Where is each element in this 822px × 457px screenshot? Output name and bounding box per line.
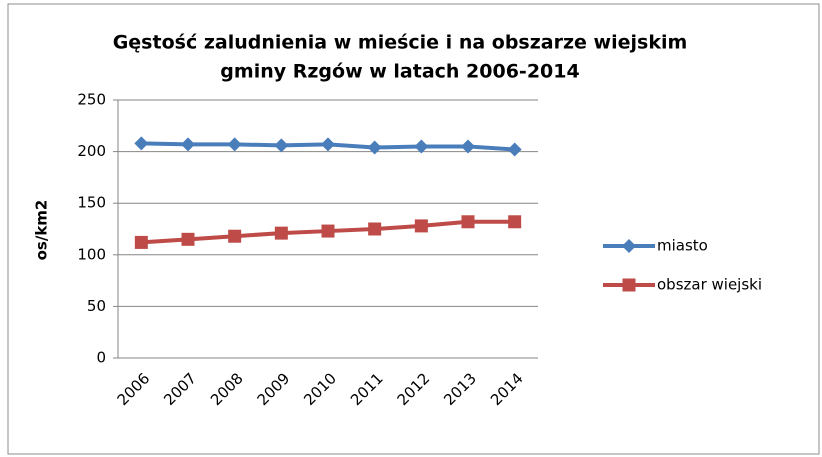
chart-title: gminy Rzgów w latach 2006-2014 — [220, 61, 579, 83]
marker — [228, 229, 242, 243]
marker — [367, 140, 382, 155]
y-tick-label: 200 — [77, 142, 106, 160]
marker — [321, 137, 335, 152]
marker — [274, 138, 289, 153]
chart-frame — [7, 3, 820, 455]
marker — [461, 139, 475, 154]
marker — [321, 224, 335, 238]
marker — [274, 226, 288, 240]
marker — [181, 137, 195, 152]
y-axis-label: os/km2 — [33, 200, 51, 261]
y-tick-label: 250 — [77, 91, 106, 109]
marker — [622, 278, 636, 292]
marker — [414, 139, 429, 154]
marker — [368, 222, 382, 236]
y-tick-label: 150 — [77, 194, 106, 212]
marker — [134, 235, 148, 249]
y-tick-label: 50 — [87, 297, 106, 315]
marker — [414, 219, 428, 233]
legend-label: obszar wiejski — [657, 276, 762, 294]
marker — [508, 215, 522, 229]
y-tick-label: 0 — [96, 349, 106, 367]
marker — [461, 215, 475, 229]
marker — [507, 142, 522, 157]
marker — [134, 136, 149, 151]
legend-label: miasto — [657, 237, 708, 255]
marker — [181, 232, 195, 246]
marker — [227, 137, 242, 152]
y-tick-label: 100 — [77, 245, 106, 263]
marker — [622, 239, 636, 253]
chart-title: Gęstość zaludnienia w mieście i na obsza… — [113, 32, 688, 54]
